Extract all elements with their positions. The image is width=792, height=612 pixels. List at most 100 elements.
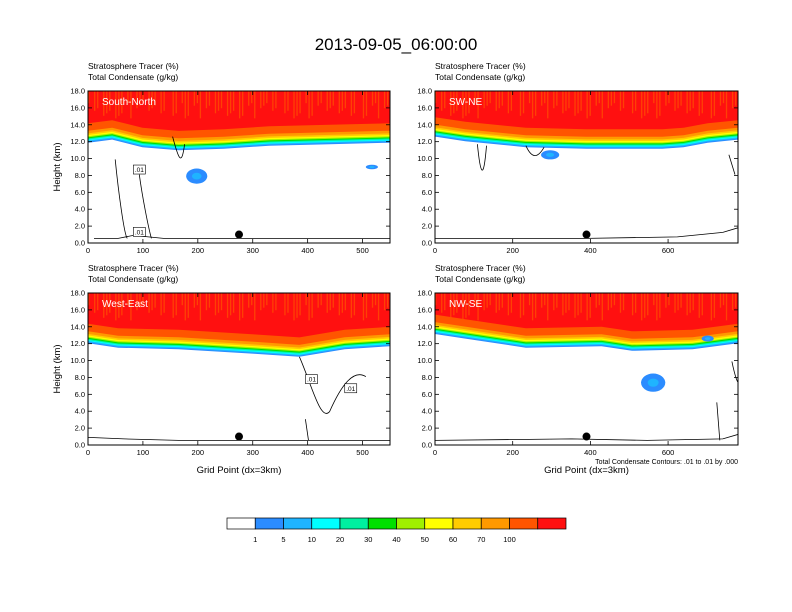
tracer-streak [326, 91, 328, 111]
x-axis-label: Grid Point (dx=3km) [544, 465, 629, 476]
colorbar-label: 30 [364, 535, 372, 544]
tracer-streak [644, 293, 646, 318]
tracer-streak [226, 91, 229, 116]
tracer-streak [232, 91, 235, 111]
tracer-streak [619, 293, 622, 313]
tracer-streak [305, 91, 307, 104]
tracer-streak [332, 293, 334, 308]
tracer-streak [553, 91, 555, 109]
tracer-streak [118, 91, 120, 116]
tracer-streak [341, 293, 343, 313]
colorbar-swatch [424, 517, 454, 530]
tracer-blob-core [191, 172, 202, 180]
tracer-streak [656, 293, 658, 321]
y-tick-label: 6.0 [422, 188, 432, 197]
colorbar-label: 5 [281, 535, 285, 544]
tracer-streak [622, 91, 625, 109]
tracer-streak [510, 293, 513, 313]
tracer-streak [701, 293, 703, 316]
tracer-streak [441, 293, 443, 313]
tracer-streak [175, 293, 177, 316]
tracer-streak [320, 91, 322, 104]
tracer-streak [556, 91, 558, 106]
tracer-streak [522, 293, 525, 316]
tracer-streak [139, 91, 141, 106]
tracer-streak [444, 91, 446, 109]
y-tick-label: 14.0 [417, 322, 432, 331]
tracer-streak [184, 91, 186, 119]
tracer-streak [187, 293, 189, 318]
tracer-streak [371, 293, 374, 308]
tracer-streak [665, 293, 667, 308]
tracer-streak [489, 293, 491, 306]
tracer-streak [450, 293, 452, 318]
tracer-streak [577, 91, 579, 114]
tracer-streak [607, 91, 610, 109]
tracer-streak [483, 293, 485, 311]
colorbar-swatch [339, 517, 369, 530]
tracer-field [435, 91, 738, 239]
y-tick-label: 10.0 [417, 356, 432, 365]
tracer-streak [332, 91, 334, 106]
x-tick-label: 400 [584, 448, 597, 457]
tracer-streak [311, 91, 313, 116]
x-tick-label: 300 [246, 246, 259, 255]
tracer-streak [713, 293, 716, 318]
tracer-streak [589, 293, 591, 318]
tracer-streak [574, 293, 576, 318]
contour-label: .01 [346, 386, 355, 393]
tracer-streak [272, 293, 274, 313]
y-tick-label: 4.0 [75, 205, 85, 214]
tracer-streak [326, 293, 328, 313]
y-tick-label: 8.0 [75, 373, 85, 382]
panel-sw-ne: SW-NE Stratosphere Tracer (%)Total Conden… [417, 61, 739, 255]
tracer-streak [565, 91, 567, 111]
subtitle-condensate: Total Condensate (g/kg) [88, 274, 178, 284]
tracer-streak [154, 91, 156, 106]
tracer-streak [94, 293, 96, 313]
panel-frame [434, 292, 739, 446]
tracer-streak [329, 91, 331, 109]
center-marker [235, 432, 243, 441]
tracer-streak [589, 91, 591, 116]
y-tick-label: 4.0 [422, 205, 432, 214]
tracer-streak [205, 91, 208, 109]
colorbar-swatch [537, 517, 567, 530]
x-tick-label: 0 [86, 448, 90, 457]
tracer-streak [239, 293, 241, 321]
tracer-streak [519, 293, 522, 318]
tracer-streak [435, 91, 437, 104]
y-tick-label: 18.0 [70, 87, 85, 96]
panel-label: NW-SE [449, 299, 482, 310]
subtitle-condensate: Total Condensate (g/kg) [435, 274, 525, 284]
tracer-streak [151, 293, 153, 311]
y-tick-label: 6.0 [75, 390, 85, 399]
panels: .01 .01 South-North Stratosphere Tracer (%)… [52, 61, 739, 476]
tracer-streak [601, 91, 603, 119]
contour-label-box [305, 374, 318, 384]
tracer-streak [656, 91, 658, 119]
tracer-streak [106, 91, 108, 114]
tracer-streak [88, 91, 90, 104]
tracer-streak [565, 293, 567, 313]
contour-label: .01 [307, 377, 316, 384]
tracer-streak [677, 91, 679, 109]
tracer-streak [674, 91, 676, 111]
x-tick-label: 600 [662, 448, 675, 457]
tracer-streak [163, 293, 165, 313]
tracer-streak [495, 91, 497, 111]
y-tick-label: 4.0 [75, 407, 85, 416]
tracer-streak [680, 293, 682, 308]
tracer-streak [121, 293, 123, 316]
tracer-streak [689, 293, 691, 313]
subtitle-tracer: Stratosphere Tracer (%) [88, 61, 179, 71]
center-marker [235, 230, 243, 239]
center-marker [582, 432, 591, 441]
tracer-streak [260, 91, 262, 109]
y-tick-label: 0.0 [422, 441, 432, 450]
y-tick-label: 6.0 [422, 390, 432, 399]
tracer-streak [299, 91, 301, 114]
x-tick-label: 600 [662, 246, 675, 255]
tracer-streak [118, 293, 120, 318]
